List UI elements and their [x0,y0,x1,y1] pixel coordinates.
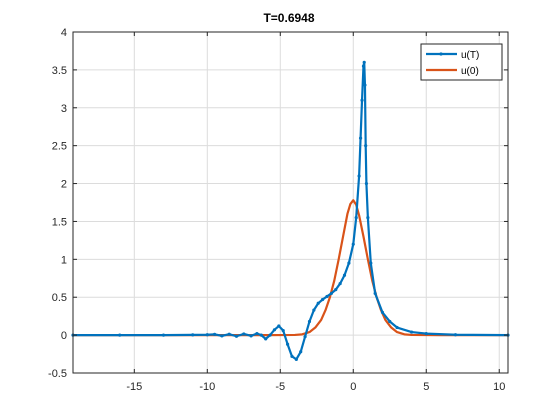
y-tick-label: 1.5 [52,216,67,228]
x-tick-label: -5 [275,381,285,393]
series-point-u(T) [424,331,428,336]
legend: u(T) u(0) [420,43,503,81]
series-point-u(T) [369,261,373,265]
series-point-u(T) [264,337,268,341]
series-point-u(T) [316,301,320,305]
series-point-u(T) [364,144,368,148]
series-point-u(T) [307,319,312,324]
series-point-u(T) [205,333,209,337]
series-point-u(T) [277,324,281,328]
series-point-u(T) [358,136,363,140]
legend-box [420,43,503,81]
series-point-u(T) [357,174,361,178]
series-point-u(T) [338,281,342,286]
series-point-u(T) [118,333,122,337]
series-layer [71,60,510,361]
series-point-u(T) [255,331,259,336]
y-axis: -0.5 0 0.5 1 1.5 2 2.5 3 3.5 4 [48,27,508,380]
series-point-u(T) [329,291,333,296]
series-point-u(T) [366,216,370,220]
series-point-u(T) [220,334,224,338]
y-tick-label: 1 [61,254,67,266]
series-point-u(T) [380,310,385,314]
y-tick-label: 4 [61,27,67,39]
series-point-u(T) [259,333,263,337]
series-point-u(T) [234,334,239,338]
series-point-u(T) [212,332,217,336]
series-point-u(T) [354,216,358,220]
x-tick-label: 5 [423,381,429,393]
series-point-u(T) [364,181,369,186]
series-point-u(T) [191,333,195,337]
plot-area [73,32,508,373]
series-point-u(T) [294,357,298,361]
y-tick-label: 0 [61,330,67,342]
chart-title: T=0.6948 [263,11,314,25]
series-point-u(T) [272,328,277,332]
series-point-u(T) [453,333,458,337]
series-point-u(T) [321,297,325,302]
series-point-u(T) [299,350,303,354]
y-tick-label: 3.5 [52,65,67,77]
series-line-u(0) [73,199,508,337]
plot-border [72,31,509,374]
x-tick-label: 10 [493,381,505,393]
series-point-u(T) [285,342,290,346]
series-point-u(T) [347,261,351,265]
series-point-u(T) [362,60,366,64]
series-point-u(T) [410,330,414,334]
x-tick-label: 0 [350,381,356,393]
legend-label-u(T): u(T) [461,50,479,61]
series-point-u(T) [360,98,364,102]
y-tick-label: 3 [61,103,67,115]
series-point-u(T) [268,333,272,337]
series-point-u(T) [290,354,294,358]
y-tick-label: 2 [61,179,67,191]
legend-label-u(0): u(0) [461,66,479,77]
series-point-u(T) [351,242,355,246]
x-tick-label: -15 [126,381,142,393]
series-point-u(T) [325,294,329,299]
series-point-u(T) [242,332,246,336]
y-tick-label: -0.5 [48,368,67,380]
series-point-u(T) [227,332,231,336]
series-point-u(T) [388,319,392,324]
series-point-u(T) [395,325,399,330]
series-point-u(T) [249,334,253,338]
y-tick-label: 2.5 [52,141,67,153]
series-point-u(T) [303,335,307,339]
series-point-u(T) [312,308,316,312]
series-point-u(T) [342,273,347,277]
series-point-u(T) [281,328,285,333]
x-tick-label: -10 [199,381,215,393]
legend-marker-u(T) [439,52,443,56]
series-point-u(T) [363,83,367,87]
y-tick-label: 0.5 [52,292,67,304]
series-point-u(T) [361,64,366,68]
series-point-u(T) [334,288,338,292]
x-axis: -15 -10 -5 0 5 10 [126,32,505,393]
series-point-u(T) [161,333,166,337]
series-point-u(T) [373,291,377,296]
